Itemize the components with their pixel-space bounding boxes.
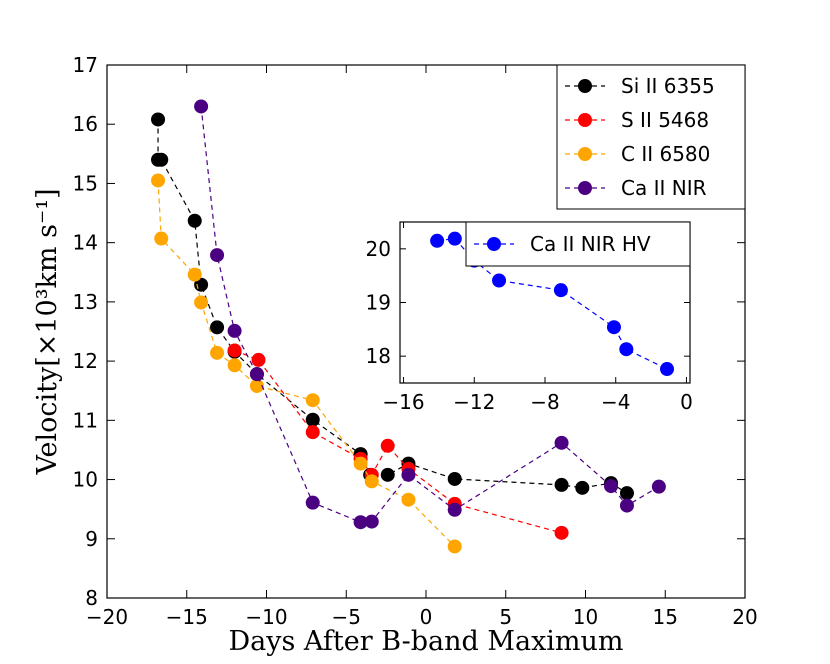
data-point-c-ii-6580 bbox=[364, 474, 379, 489]
y-tick-label: 20 bbox=[366, 237, 391, 261]
data-point-ca-ii-nir bbox=[227, 323, 242, 338]
x-tick-label: −15 bbox=[166, 605, 208, 629]
data-point-ca-ii-nir-hv bbox=[606, 320, 621, 335]
data-point-c-ii-6580 bbox=[305, 393, 320, 408]
data-point-ca-ii-nir bbox=[651, 479, 666, 494]
data-point-s-ii-5468 bbox=[380, 438, 395, 453]
y-tick-label: 17 bbox=[73, 53, 98, 77]
data-point-si-ii-6355 bbox=[305, 412, 320, 427]
data-point-c-ii-6580 bbox=[227, 358, 242, 373]
x-axis-label: Days After B-band Maximum bbox=[228, 626, 623, 657]
legend-item-ca-ii-nir-hv: Ca II NIR HV bbox=[474, 232, 651, 256]
data-point-ca-ii-nir-hv bbox=[619, 342, 634, 357]
x-tick-label: 5 bbox=[499, 605, 512, 629]
data-point-s-ii-5468 bbox=[554, 525, 569, 540]
legend-label: Ca II NIR bbox=[621, 176, 707, 200]
y-tick-label: 9 bbox=[85, 527, 98, 551]
data-point-si-ii-6355 bbox=[554, 477, 569, 492]
y-tick-label: 11 bbox=[73, 408, 98, 432]
data-point-ca-ii-nir-hv bbox=[553, 283, 568, 298]
legend-marker bbox=[578, 79, 592, 93]
data-point-c-ii-6580 bbox=[401, 492, 416, 507]
y-tick-label: 14 bbox=[73, 231, 98, 255]
data-point-ca-ii-nir bbox=[401, 467, 416, 482]
data-point-ca-ii-nir bbox=[353, 515, 368, 530]
legend-label: Ca II NIR HV bbox=[530, 232, 651, 256]
x-tick-label: 15 bbox=[653, 605, 678, 629]
legend-marker bbox=[578, 113, 592, 127]
data-point-c-ii-6580 bbox=[210, 345, 225, 360]
data-point-ca-ii-nir bbox=[305, 495, 320, 510]
data-point-si-ii-6355 bbox=[187, 213, 202, 228]
x-tick-label: 0 bbox=[680, 390, 693, 414]
data-point-ca-ii-nir bbox=[210, 248, 225, 263]
data-point-c-ii-6580 bbox=[353, 456, 368, 471]
main-legend: Si II 6355 S II 5468 C II 6580 Ca II NIR bbox=[556, 64, 746, 210]
legend-label: S II 5468 bbox=[621, 108, 709, 132]
series-ca-ii-nir bbox=[194, 99, 666, 530]
data-point-c-ii-6580 bbox=[447, 539, 462, 554]
x-tick-label: −20 bbox=[86, 605, 128, 629]
data-point-ca-ii-nir bbox=[604, 479, 619, 494]
x-tick-label: −8 bbox=[530, 390, 559, 414]
data-point-c-ii-6580 bbox=[194, 295, 209, 310]
inset-panel: −16 −12 −8 −4 0 18 19 20 Ca II NIR HV bbox=[366, 221, 693, 414]
legend-item-si-ii-6355: Si II 6355 bbox=[565, 74, 715, 98]
data-point-si-ii-6355 bbox=[447, 471, 462, 486]
data-point-si-ii-6355 bbox=[154, 152, 169, 167]
legend-marker bbox=[578, 147, 592, 161]
data-point-s-ii-5468 bbox=[305, 425, 320, 440]
series-line-si-ii-6355 bbox=[157, 119, 628, 494]
data-point-s-ii-5468 bbox=[251, 352, 266, 367]
data-point-c-ii-6580 bbox=[249, 378, 264, 393]
x-tick-label: −10 bbox=[245, 605, 287, 629]
legend-label: Si II 6355 bbox=[621, 74, 715, 98]
data-point-ca-ii-nir bbox=[554, 435, 569, 450]
data-point-ca-ii-nir bbox=[194, 99, 209, 114]
y-tick-label: 10 bbox=[73, 468, 98, 492]
x-tick-label: −4 bbox=[601, 390, 630, 414]
data-point-s-ii-5468 bbox=[227, 343, 242, 358]
y-tick-label: 16 bbox=[73, 112, 98, 136]
y-tick-label: 18 bbox=[366, 344, 391, 368]
x-tick-label: 20 bbox=[732, 605, 757, 629]
legend-marker bbox=[578, 181, 592, 195]
data-point-ca-ii-nir bbox=[447, 502, 462, 517]
data-point-ca-ii-nir bbox=[364, 514, 379, 529]
x-tick-label: −16 bbox=[382, 390, 424, 414]
legend-item-s-ii-5468: S II 5468 bbox=[565, 108, 709, 132]
data-point-si-ii-6355 bbox=[151, 112, 166, 127]
y-tick-label: 13 bbox=[73, 290, 98, 314]
data-point-c-ii-6580 bbox=[154, 231, 169, 246]
inset-legend: Ca II NIR HV bbox=[465, 221, 691, 267]
data-point-ca-ii-nir-hv bbox=[447, 231, 462, 246]
legend-marker bbox=[487, 237, 501, 251]
x-tick-label: 10 bbox=[573, 605, 598, 629]
legend-label: C II 6580 bbox=[621, 142, 710, 166]
y-tick-label: 19 bbox=[366, 291, 391, 315]
x-tick-label: −5 bbox=[332, 605, 361, 629]
data-point-ca-ii-nir-hv bbox=[492, 273, 507, 288]
y-tick-label: 15 bbox=[73, 171, 98, 195]
data-point-ca-ii-nir bbox=[619, 498, 634, 513]
data-point-si-ii-6355 bbox=[380, 467, 395, 482]
x-tick-label: 0 bbox=[420, 605, 433, 629]
series-c-ii-6580 bbox=[151, 173, 462, 554]
x-tick-label: −12 bbox=[453, 390, 495, 414]
data-point-ca-ii-nir-hv bbox=[660, 362, 675, 377]
data-point-ca-ii-nir bbox=[249, 367, 264, 382]
y-tick-label: 8 bbox=[85, 586, 98, 610]
data-point-si-ii-6355 bbox=[619, 486, 634, 501]
legend-item-ca-ii-nir: Ca II NIR bbox=[565, 176, 707, 200]
legend-item-c-ii-6580: C II 6580 bbox=[565, 142, 710, 166]
y-tick-label: 12 bbox=[73, 349, 98, 373]
data-point-si-ii-6355 bbox=[575, 480, 590, 495]
data-point-si-ii-6355 bbox=[210, 320, 225, 335]
data-point-c-ii-6580 bbox=[187, 267, 202, 282]
data-point-ca-ii-nir-hv bbox=[430, 233, 445, 248]
data-point-c-ii-6580 bbox=[151, 173, 166, 188]
y-axis-label: Velocity[×10³km s⁻¹] bbox=[32, 188, 63, 475]
